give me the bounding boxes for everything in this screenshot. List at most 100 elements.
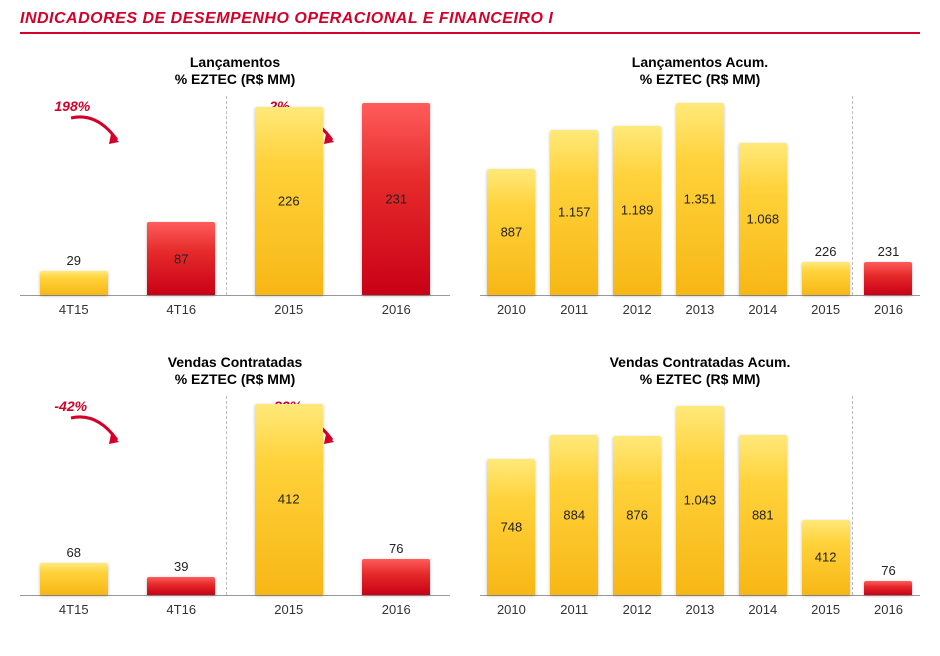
bar-slot: 876 [613, 396, 661, 595]
bar-slot: 1.043 [676, 396, 724, 595]
chart-title: Vendas Contratadas Acum. % EZTEC (R$ MM) [480, 354, 920, 388]
bar-value-label: 1.189 [621, 203, 654, 218]
plot-area: 748 884 876 1.043 881 412 76 [480, 396, 920, 596]
bar: 231 [362, 103, 430, 295]
x-axis-label: 4T15 [20, 602, 128, 617]
group-divider [226, 396, 227, 595]
bar-slot: 1.189 [613, 96, 661, 295]
chart-title-line2: % EZTEC (R$ MM) [640, 71, 761, 87]
bar: 68 [40, 563, 108, 594]
x-labels: 4T154T1620152016 [20, 602, 450, 617]
chart-vendas-acum: Vendas Contratadas Acum. % EZTEC (R$ MM)… [480, 354, 920, 634]
bar: 1.351 [676, 103, 724, 295]
group-divider [226, 96, 227, 295]
bar: 76 [864, 581, 912, 595]
chart-lancamentos: Lançamentos % EZTEC (R$ MM) 198%2%298722… [20, 54, 450, 334]
chart-title-line2: % EZTEC (R$ MM) [640, 371, 761, 387]
bar-value-label: 884 [563, 507, 585, 522]
plot-area: 887 1.157 1.189 1.351 1.068 226 231 [480, 96, 920, 296]
bar-slot: 39 [147, 396, 215, 595]
bar: 876 [613, 436, 661, 594]
bar-value-label: 68 [67, 545, 81, 560]
bar-value-label: 412 [278, 492, 300, 507]
bar: 412 [802, 520, 850, 595]
x-axis-label: 2011 [543, 602, 606, 617]
bar-value-label: 76 [881, 563, 895, 578]
x-axis-label: 2013 [669, 602, 732, 617]
chart-title: Lançamentos Acum. % EZTEC (R$ MM) [480, 54, 920, 88]
x-axis-label: 2011 [543, 302, 606, 317]
bar: 887 [487, 169, 535, 295]
bar-value-label: 412 [815, 550, 837, 565]
x-axis-label: 2015 [794, 602, 857, 617]
bar: 412 [255, 404, 323, 595]
bar-value-label: 748 [501, 519, 523, 534]
bar-slot: 412 [802, 396, 850, 595]
chart-title-line2: % EZTEC (R$ MM) [175, 371, 296, 387]
bar-slot: 231 [362, 96, 430, 295]
x-axis-label: 2016 [857, 302, 920, 317]
bars-row: 68 39 412 76 [20, 396, 450, 595]
chart-title-line2: % EZTEC (R$ MM) [175, 71, 296, 87]
chart-title: Vendas Contratadas % EZTEC (R$ MM) [20, 354, 450, 388]
x-axis-label: 2013 [669, 302, 732, 317]
chart-title: Lançamentos % EZTEC (R$ MM) [20, 54, 450, 88]
bar-value-label: 76 [389, 541, 403, 556]
group-divider [852, 396, 853, 595]
bars-row: 29 87 226 231 [20, 96, 450, 295]
bar: 748 [487, 459, 535, 594]
bar: 76 [362, 559, 430, 594]
bar-value-label: 1.068 [747, 211, 780, 226]
x-labels: 4T154T1620152016 [20, 302, 450, 317]
x-axis-label: 2015 [235, 602, 343, 617]
bar-slot: 1.068 [739, 96, 787, 295]
bar-value-label: 876 [626, 508, 648, 523]
bar-value-label: 39 [174, 559, 188, 574]
bar-value-label: 881 [752, 507, 774, 522]
x-axis-label: 2016 [343, 602, 451, 617]
bar: 1.157 [550, 130, 598, 294]
bar: 226 [802, 262, 850, 294]
bar: 231 [864, 262, 912, 295]
bar-slot: 887 [487, 96, 535, 295]
page-title: INDICADORES DE DESEMPENHO OPERACIONAL E … [20, 10, 920, 34]
bar-slot: 29 [40, 96, 108, 295]
bar: 881 [739, 435, 787, 594]
chart-title-line1: Vendas Contratadas Acum. [610, 354, 791, 370]
bars-row: 748 884 876 1.043 881 412 76 [480, 396, 920, 595]
x-axis-label: 2014 [731, 302, 794, 317]
bar-slot: 884 [550, 396, 598, 595]
bar-slot: 748 [487, 396, 535, 595]
bar: 87 [147, 222, 215, 294]
chart-title-line1: Lançamentos [190, 54, 280, 70]
bar-slot: 881 [739, 396, 787, 595]
chart-lancamentos-acum: Lançamentos Acum. % EZTEC (R$ MM) 887 1.1… [480, 54, 920, 334]
x-axis-label: 4T16 [128, 302, 236, 317]
bar-value-label: 29 [67, 253, 81, 268]
plot-area: 198%2%2987226231 [20, 96, 450, 296]
bars-row: 887 1.157 1.189 1.351 1.068 226 231 [480, 96, 920, 295]
x-axis-label: 4T16 [128, 602, 236, 617]
x-axis-label: 2012 [606, 602, 669, 617]
bar-slot: 76 [864, 396, 912, 595]
bar-slot: 226 [802, 96, 850, 295]
bar-value-label: 1.351 [684, 191, 717, 206]
bar: 226 [255, 107, 323, 294]
bar-slot: 1.351 [676, 96, 724, 295]
bar: 1.189 [613, 126, 661, 295]
bar: 884 [550, 435, 598, 595]
bar-slot: 68 [40, 396, 108, 595]
bar-value-label: 1.043 [684, 493, 717, 508]
bar-value-label: 1.157 [558, 205, 591, 220]
bar-value-label: 226 [815, 244, 837, 259]
bar: 29 [40, 271, 108, 295]
bar-value-label: 231 [878, 244, 900, 259]
bar-value-label: 226 [278, 193, 300, 208]
x-axis-label: 2010 [480, 602, 543, 617]
chart-vendas: Vendas Contratadas % EZTEC (R$ MM) -42%-… [20, 354, 450, 634]
x-axis-label: 2016 [857, 602, 920, 617]
x-labels: 2010201120122013201420152016 [480, 602, 920, 617]
chart-title-line1: Vendas Contratadas [168, 354, 303, 370]
chart-title-line1: Lançamentos Acum. [632, 54, 768, 70]
bar-slot: 76 [362, 396, 430, 595]
